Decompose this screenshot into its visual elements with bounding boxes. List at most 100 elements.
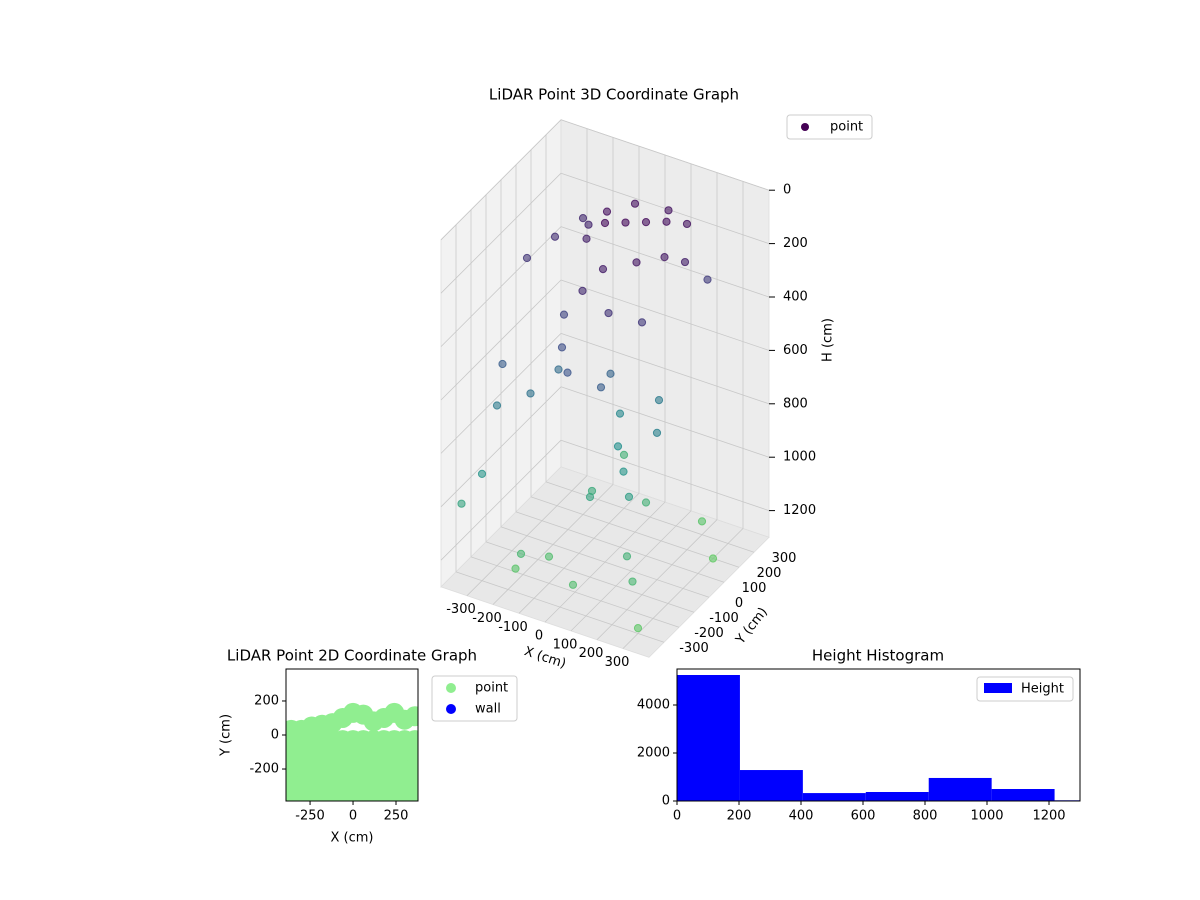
x-tick-label: 0 xyxy=(535,629,543,644)
point xyxy=(550,232,560,241)
point xyxy=(641,218,651,227)
grid-line xyxy=(560,226,770,298)
grid-line xyxy=(440,226,562,347)
x-tick-label: 600 xyxy=(851,809,876,824)
y-tick-label: 2000 xyxy=(637,746,670,761)
point xyxy=(615,409,625,418)
z-tick-label: 0 xyxy=(783,183,791,198)
point xyxy=(578,286,587,295)
point xyxy=(604,308,613,318)
point xyxy=(404,730,418,751)
chart-title: LiDAR Point 2D Coordinate Graph xyxy=(227,647,477,665)
legend-label: wall xyxy=(475,702,501,717)
y-tick-label: 100 xyxy=(742,581,767,596)
grid-line xyxy=(470,556,680,628)
point xyxy=(703,275,712,284)
chart-title: LiDAR Point 3D Coordinate Graph xyxy=(489,86,739,104)
point xyxy=(544,552,554,561)
y-tick-label: -100 xyxy=(709,611,739,626)
z-tick-label: 1000 xyxy=(783,450,816,465)
z-tick-label: 600 xyxy=(783,343,808,358)
grid-line xyxy=(440,333,562,454)
point xyxy=(582,234,591,243)
x-tick-label: -250 xyxy=(295,809,325,824)
grid-line xyxy=(515,511,725,583)
x-axis-label: X (cm) xyxy=(331,831,374,846)
point xyxy=(613,442,623,451)
x-tick-label: 0 xyxy=(349,809,357,824)
legend-label: Height xyxy=(1021,682,1064,697)
point xyxy=(637,318,647,327)
grid-line xyxy=(440,172,562,294)
grid-line xyxy=(560,333,770,405)
point xyxy=(628,577,637,586)
point xyxy=(619,467,628,476)
x-tick-label: 300 xyxy=(605,655,630,670)
y-tick-label: -200 xyxy=(694,626,724,641)
x-tick-label: 200 xyxy=(579,646,604,661)
point xyxy=(596,383,606,392)
grid-line xyxy=(440,119,562,241)
point xyxy=(641,498,651,507)
grid-line xyxy=(440,279,562,401)
point xyxy=(622,552,632,561)
point xyxy=(624,492,634,501)
grid-line xyxy=(440,439,562,561)
x-tick-label: 100 xyxy=(553,637,578,652)
x-tick-label: 800 xyxy=(913,809,938,824)
y-axis-label: Y (cm) xyxy=(219,714,234,757)
z-tick-label: 200 xyxy=(783,236,808,251)
point xyxy=(587,486,597,496)
x-tick-label: 0 xyxy=(673,809,681,824)
point xyxy=(602,207,612,216)
grid-line xyxy=(455,571,665,643)
grid-line xyxy=(545,481,755,553)
point xyxy=(697,517,707,526)
legend-label: point xyxy=(475,681,508,696)
point xyxy=(598,265,608,274)
axes-frame xyxy=(676,668,1081,802)
legend-marker xyxy=(446,704,456,714)
point xyxy=(477,469,487,478)
x-tick-label: 400 xyxy=(789,809,814,824)
point xyxy=(662,217,671,226)
point xyxy=(600,218,610,228)
bar xyxy=(802,793,866,801)
point xyxy=(578,214,588,223)
x-tick-label: 1200 xyxy=(1032,809,1065,824)
point xyxy=(606,369,615,378)
chart-title: Height Histogram xyxy=(812,647,944,665)
grid-line xyxy=(560,279,770,351)
grid-line xyxy=(560,119,770,191)
legend-marker xyxy=(801,123,809,131)
point xyxy=(516,549,526,558)
point xyxy=(554,365,563,374)
point xyxy=(680,257,690,267)
point xyxy=(559,310,569,319)
point xyxy=(621,218,630,227)
grid-line xyxy=(560,386,770,458)
point xyxy=(682,219,692,229)
point xyxy=(563,368,572,377)
point xyxy=(457,499,466,508)
plot-area xyxy=(677,675,1080,801)
point xyxy=(498,359,507,369)
x-tick-label: 250 xyxy=(384,809,409,824)
z-tick-label: 800 xyxy=(783,396,808,411)
bar xyxy=(677,675,740,801)
y-tick-label: -300 xyxy=(679,641,709,656)
point xyxy=(708,554,718,563)
point xyxy=(660,253,669,262)
y-tick-label: 0 xyxy=(735,596,743,611)
bar xyxy=(739,770,803,801)
x-tick-label: -300 xyxy=(446,602,476,617)
point xyxy=(632,258,641,267)
legend-marker xyxy=(446,683,456,693)
y-tick-label: 0 xyxy=(271,728,279,743)
point xyxy=(557,343,567,352)
grid-line xyxy=(500,526,710,598)
point xyxy=(630,199,640,208)
point xyxy=(619,450,629,459)
point xyxy=(654,396,664,405)
